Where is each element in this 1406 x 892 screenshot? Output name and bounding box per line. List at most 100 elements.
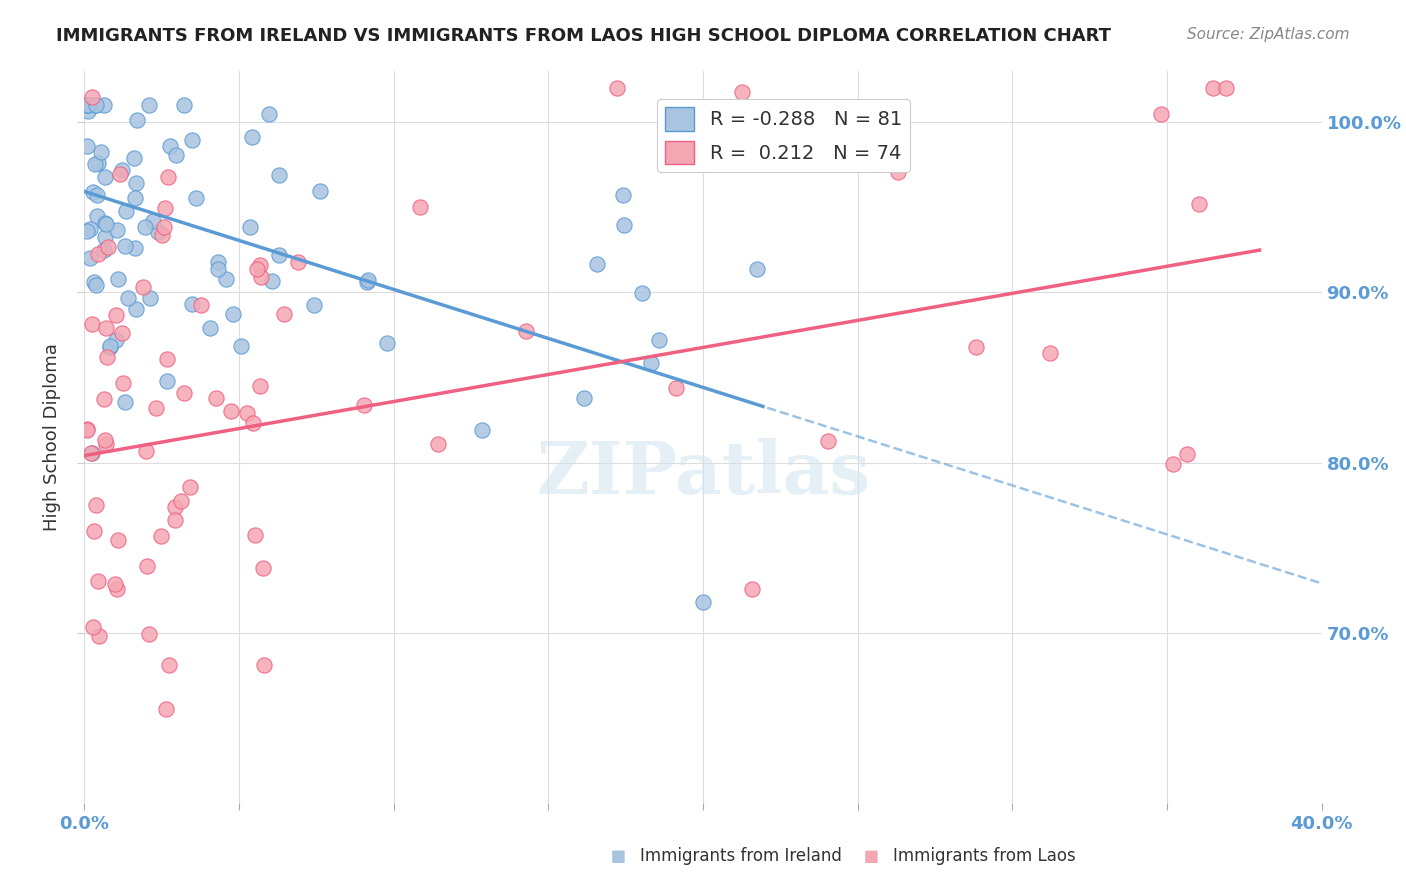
Immigrants from Laos [111,376,134,390]
Text: Source: ZipAtlas.com: Source: ZipAtlas.com [1187,27,1350,42]
Immigrants from Laos [249,379,271,393]
Immigrants from Ireland [124,190,146,204]
Immigrants from Ireland [86,155,108,169]
Immigrants from Laos [153,219,176,234]
Immigrants from Ireland [159,139,181,153]
Immigrants from Laos [84,498,107,512]
Immigrants from Laos [83,524,105,538]
Immigrants from Laos [235,406,257,420]
Immigrants from Ireland [93,243,115,257]
Immigrants from Ireland [207,262,229,277]
Immigrants from Laos [741,582,763,596]
Immigrants from Ireland [105,223,128,237]
Immigrants from Ireland [76,98,98,112]
Immigrants from Ireland [198,321,221,335]
Immigrants from Laos [96,351,118,365]
Immigrants from Ireland [357,273,380,287]
Immigrants from Laos [253,658,276,673]
Immigrants from Ireland [375,336,398,351]
Immigrants from Ireland [229,339,252,353]
Immigrants from Ireland [82,186,104,200]
Immigrants from Laos [966,340,988,354]
Immigrants from Ireland [165,148,187,162]
Immigrants from Laos [87,247,110,261]
Immigrants from Ireland [356,275,378,289]
Immigrants from Laos [82,619,104,633]
Immigrants from Laos [97,240,120,254]
Immigrants from Ireland [124,241,146,255]
Immigrants from Ireland [93,216,115,230]
Immigrants from Ireland [186,191,208,205]
Immigrants from Laos [138,627,160,641]
Immigrants from Laos [169,493,191,508]
Immigrants from Ireland [612,188,634,202]
Immigrants from Ireland [114,239,136,253]
Immigrants from Ireland [90,145,112,160]
Immigrants from Laos [80,317,103,331]
Immigrants from Laos [155,201,177,215]
Text: IMMIGRANTS FROM IRELAND VS IMMIGRANTS FROM LAOS HIGH SCHOOL DIPLOMA CORRELATION : IMMIGRANTS FROM IRELAND VS IMMIGRANTS FR… [56,27,1111,45]
Immigrants from Ireland [114,395,136,409]
Immigrants from Ireland [138,98,160,112]
Immigrants from Laos [111,326,134,340]
Immigrants from Laos [353,397,375,411]
Immigrants from Ireland [104,333,127,347]
Immigrants from Ireland [207,255,229,269]
Immigrants from Ireland [302,298,325,312]
Immigrants from Laos [105,308,128,322]
Immigrants from Laos [156,170,179,185]
Immigrants from Ireland [80,446,103,460]
Immigrants from Ireland [146,225,169,239]
Immigrants from Ireland [692,595,714,609]
Immigrants from Ireland [93,98,115,112]
Immigrants from Ireland [471,423,494,437]
Immigrants from Laos [135,443,157,458]
Immigrants from Ireland [142,213,165,227]
Immigrants from Ireland [181,133,204,147]
Immigrants from Laos [76,422,98,436]
Immigrants from Laos [107,533,129,548]
Immigrants from Laos [94,437,117,451]
Immigrants from Ireland [84,98,107,112]
Text: ZIPatlas: ZIPatlas [536,438,870,509]
Immigrants from Laos [156,351,179,366]
Immigrants from Laos [1175,447,1198,461]
Legend: R = -0.288   N = 81, R =  0.212   N = 74: R = -0.288 N = 81, R = 0.212 N = 74 [657,99,910,172]
Immigrants from Ireland [631,285,654,300]
Immigrants from Ireland [76,138,98,153]
Immigrants from Laos [245,261,267,276]
Text: Immigrants from Ireland: Immigrants from Ireland [640,847,842,865]
Immigrants from Laos [93,392,115,406]
Immigrants from Ireland [173,98,195,112]
Immigrants from Laos [157,658,180,673]
Immigrants from Ireland [260,274,283,288]
Immigrants from Ireland [83,275,105,289]
Immigrants from Ireland [76,103,98,118]
Immigrants from Laos [1161,457,1184,471]
Immigrants from Laos [250,269,273,284]
Immigrants from Ireland [240,130,263,145]
Immigrants from Ireland [124,302,146,317]
Immigrants from Laos [150,228,173,243]
Immigrants from Laos [606,81,628,95]
Immigrants from Ireland [100,340,122,354]
Immigrants from Ireland [267,248,290,262]
Immigrants from Laos [249,258,271,272]
Immigrants from Laos [165,500,187,515]
Immigrants from Ireland [125,176,148,190]
Immigrants from Laos [150,529,173,543]
Immigrants from Ireland [76,98,98,112]
Immigrants from Laos [665,381,688,395]
Immigrants from Ireland [134,219,156,234]
Immigrants from Ireland [745,262,768,277]
Immigrants from Ireland [156,375,179,389]
Immigrants from Laos [87,574,110,589]
Immigrants from Ireland [124,151,146,165]
Immigrants from Laos [515,324,537,338]
Immigrants from Ireland [84,98,107,112]
Immigrants from Ireland [586,257,609,271]
Immigrants from Ireland [239,219,262,234]
Immigrants from Laos [136,558,159,573]
Immigrants from Laos [1150,107,1173,121]
Text: Immigrants from Laos: Immigrants from Laos [893,847,1076,865]
